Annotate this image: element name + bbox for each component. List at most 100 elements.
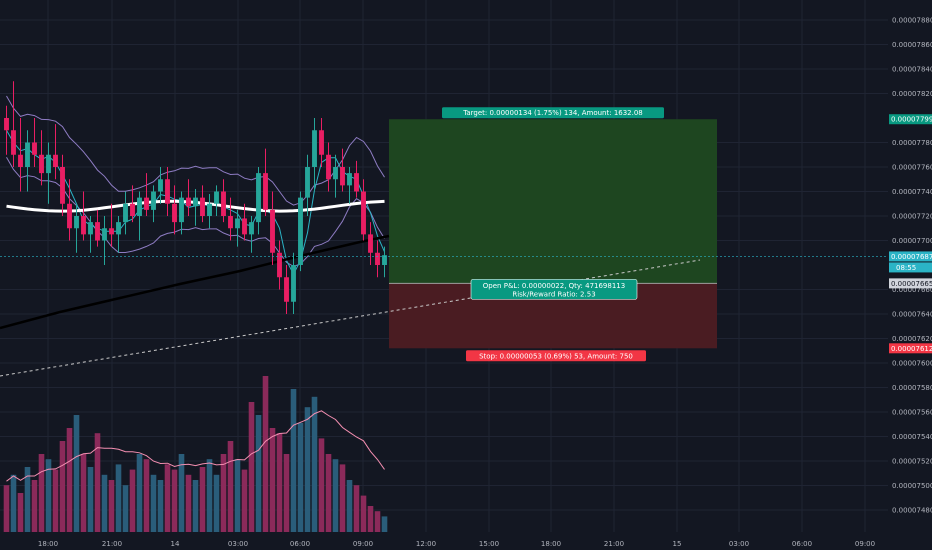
time-axis-label: 03:00 — [729, 540, 749, 548]
time-axis-label: 18:00 — [541, 540, 561, 548]
volume-bar — [325, 454, 332, 532]
candle — [25, 130, 30, 192]
candle — [109, 203, 114, 247]
price-axis-label: 0.00007700 — [892, 237, 932, 245]
candle — [11, 81, 16, 167]
price-axis-label: 0.00007640 — [892, 311, 932, 319]
candle — [228, 197, 233, 241]
candle — [298, 191, 303, 272]
time-axis-label: 18:00 — [38, 540, 58, 548]
volume-bar — [318, 438, 325, 532]
price-tag-stop: 0.00007612 — [889, 343, 932, 354]
volume-bar — [367, 506, 374, 532]
candle — [193, 189, 198, 226]
price-axis-label: 0.00007880 — [892, 17, 932, 25]
price-axis-label: 0.00007480 — [892, 507, 932, 515]
volume-bar — [171, 469, 178, 532]
volume-bar — [339, 464, 346, 532]
time-axis[interactable]: 18:00 21:00 14 03:00 06:00 09:00 12:00 15:00 18:… — [38, 540, 875, 548]
candle — [368, 222, 373, 265]
volume-bar — [87, 467, 94, 532]
volume-bar — [101, 474, 108, 532]
candle — [46, 142, 51, 204]
stop-label[interactable]: Stop: 0.00000053 (0.69%) 53, Amount: 750 — [466, 350, 646, 362]
price-axis-label: 0.00007580 — [892, 384, 932, 392]
volume-bar — [290, 389, 297, 532]
volume-bar — [129, 469, 136, 532]
volume-bar — [150, 474, 157, 532]
volume-bar — [332, 459, 339, 532]
price-axis-label: 0.00007820 — [892, 90, 932, 98]
volume-bar — [157, 480, 164, 532]
volume-bar — [136, 454, 143, 532]
candle — [172, 185, 177, 235]
volume-bar — [10, 474, 17, 532]
price-axis-label: 0.00007760 — [892, 164, 932, 172]
candle — [207, 193, 212, 229]
volume-bar — [24, 467, 31, 532]
candle — [179, 191, 184, 235]
volume-bar — [255, 415, 262, 532]
candle — [235, 209, 240, 247]
stop-label-text: Stop: 0.00000053 (0.69%) 53, Amount: 750 — [479, 352, 633, 360]
candle — [256, 167, 261, 235]
price-axis[interactable]: 0.00007880 0.00007860 0.00007840 0.00007820… — [892, 17, 932, 515]
candle — [326, 142, 331, 192]
volume-bar — [122, 485, 129, 532]
price-axis-label: 0.00007500 — [892, 482, 932, 490]
profit-zone[interactable] — [389, 119, 717, 284]
price-axis-label: 0.00007740 — [892, 188, 932, 196]
volume-bar — [164, 464, 171, 532]
candlesticks — [4, 81, 387, 314]
time-axis-label: 15 — [673, 540, 682, 548]
price-axis-label: 0.00007600 — [892, 360, 932, 368]
candle — [67, 179, 72, 241]
time-axis-label: 15:00 — [479, 540, 499, 548]
candle — [39, 130, 44, 186]
volume-bar — [374, 511, 381, 532]
candle — [53, 124, 58, 180]
volume-bar — [297, 422, 304, 532]
volume-bar — [94, 433, 101, 532]
candle — [18, 118, 23, 192]
volume-bar — [52, 469, 59, 532]
candle — [333, 154, 338, 198]
candle — [88, 216, 93, 253]
candle — [186, 179, 191, 216]
time-axis-label: 14 — [171, 540, 180, 548]
volume-bar — [381, 516, 388, 532]
risk-reward-text: Risk/Reward Ratio: 2.53 — [512, 290, 595, 298]
candle — [361, 179, 366, 241]
price-axis-label: 0.00007620 — [892, 335, 932, 343]
candle — [221, 179, 226, 223]
candle — [340, 148, 345, 192]
candle — [375, 240, 380, 278]
time-axis-label: 09:00 — [353, 540, 373, 548]
volume-bar — [3, 485, 10, 532]
volume-bar — [143, 459, 150, 532]
svg-text:0.00007612: 0.00007612 — [891, 345, 932, 353]
svg-text:0.00007687: 0.00007687 — [891, 253, 932, 261]
candle — [165, 167, 170, 216]
target-label[interactable]: Target: 0.00000134 (1.75%) 134, Amount: … — [442, 107, 664, 119]
candle — [81, 191, 86, 241]
volume-bar — [283, 454, 290, 532]
price-tag-entry: 0.00007665 — [889, 278, 932, 289]
bollinger-upper-band — [6, 95, 385, 206]
volume-bar — [192, 480, 199, 532]
candle — [347, 167, 352, 204]
candle — [291, 252, 296, 314]
candle — [130, 185, 135, 223]
time-axis-label: 03:00 — [228, 540, 248, 548]
pnl-label[interactable]: Open P&L: 0.00000022, Qty: 471698113 Ris… — [470, 279, 638, 300]
volume-bar — [220, 454, 227, 532]
svg-text:0.00007665: 0.00007665 — [891, 280, 932, 288]
volume-bar — [66, 428, 73, 532]
volume-bar — [206, 459, 213, 532]
trendline-dashed[interactable] — [0, 259, 701, 377]
price-tag-current: 0.00007687 08:55 — [889, 251, 932, 273]
volume-bar — [17, 493, 24, 532]
price-axis-label: 0.00007540 — [892, 433, 932, 441]
candle — [382, 246, 387, 278]
